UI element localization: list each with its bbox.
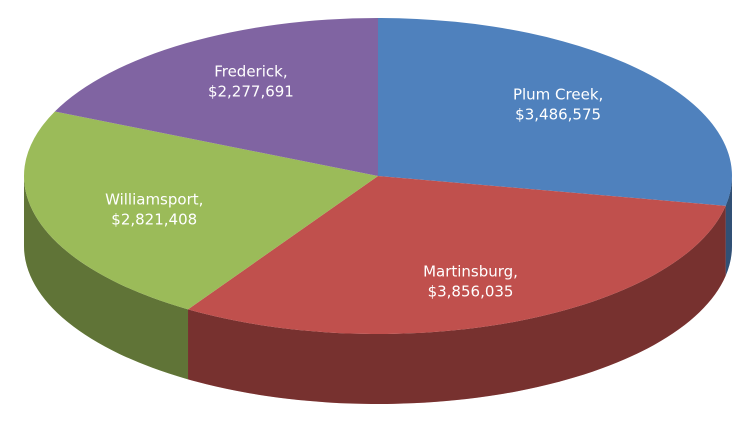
data-label: Frederick, $2,277,691 [208,63,294,101]
data-label: Plum Creek, $3,486,575 [513,86,603,124]
label-value: $3,856,035 [428,282,514,300]
slice [188,176,726,334]
data-label: Williamsport, $2,821,408 [105,191,203,229]
side-shade [725,176,732,276]
slice-side [23,176,189,380]
side-shade [188,205,726,405]
side-shade [23,176,189,380]
slice [23,111,379,310]
data-label: Martinsburg, $3,856,035 [423,262,518,300]
slice [378,18,732,206]
slice-side [725,176,732,276]
slice-side [188,205,726,405]
label-value: $3,486,575 [515,106,601,124]
label-category: Plum Creek, [513,86,603,104]
label-category: Martinsburg, [423,262,518,280]
slice [54,18,378,176]
label-category: Williamsport, [105,191,203,209]
label-value: $2,821,408 [111,211,197,229]
label-category: Frederick, [214,63,287,81]
label-value: $2,277,691 [208,83,294,101]
